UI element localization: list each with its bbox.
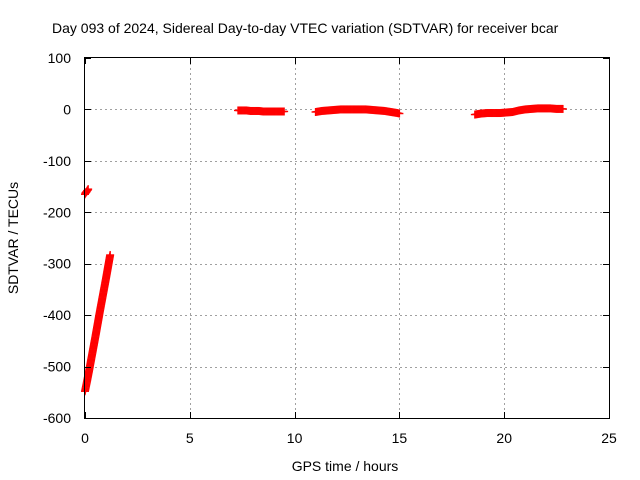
data-point <box>558 104 567 113</box>
data-point <box>395 109 404 118</box>
x-tick-label: 20 <box>496 430 512 446</box>
data-point <box>280 107 289 116</box>
axis-ticks <box>85 58 610 419</box>
y-axis-label: SDTVAR / TECUs <box>5 182 21 294</box>
plot-frame <box>84 57 610 419</box>
y-tick-label: -200 <box>43 204 71 220</box>
x-axis-label: GPS time / hours <box>292 458 399 474</box>
y-tick-label: -500 <box>43 359 71 375</box>
x-tick-label: 10 <box>287 430 303 446</box>
x-tick-label: 0 <box>81 430 89 446</box>
chart-title: Day 093 of 2024, Sidereal Day-to-day VTE… <box>52 20 559 36</box>
x-tick-label: 5 <box>186 430 194 446</box>
data-points <box>81 104 567 396</box>
y-tick-label: -400 <box>43 307 71 323</box>
y-tick-label: -300 <box>43 256 71 272</box>
x-tick-label: 25 <box>601 430 617 446</box>
y-axis-tick-labels: -600 -500 -400 -300 -200 -100 0 100 <box>43 50 71 426</box>
y-tick-label: 100 <box>48 50 72 66</box>
data-point <box>84 185 93 194</box>
data-point <box>106 250 115 259</box>
grid-lines <box>85 58 609 418</box>
y-tick-label: 0 <box>63 101 71 117</box>
y-tick-label: -600 <box>43 410 71 426</box>
x-axis-tick-labels: 0 5 10 15 20 25 <box>81 430 617 446</box>
x-tick-label: 15 <box>392 430 408 446</box>
y-tick-label: -100 <box>43 153 71 169</box>
